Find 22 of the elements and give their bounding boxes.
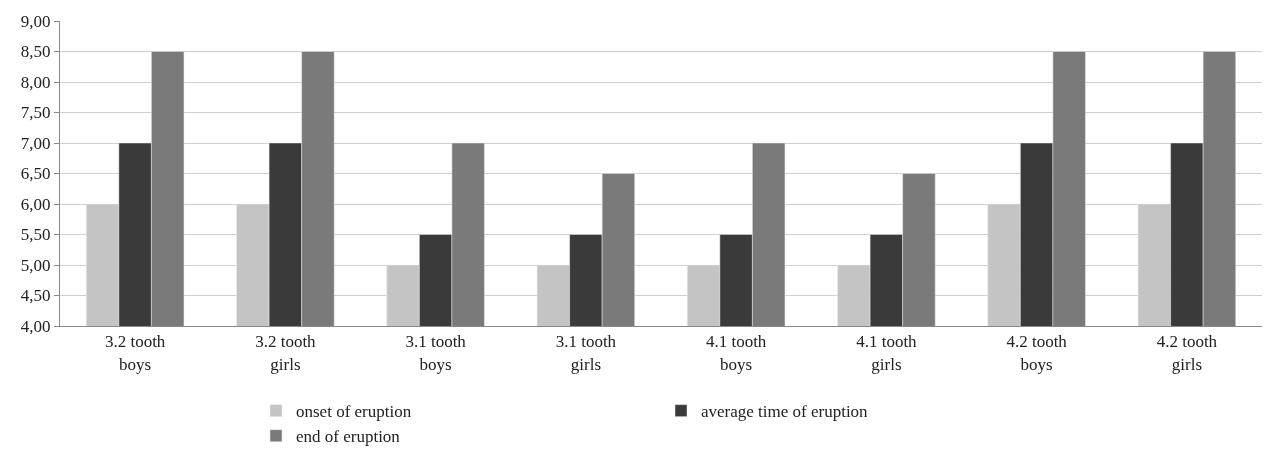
legend-label: average time of eruption: [701, 402, 869, 422]
y-tick-label: 7,00: [20, 133, 51, 153]
x-tick-label: 3.2 tooth girls: [255, 332, 317, 374]
x-tick-label: 3.1 tooth boys: [405, 332, 467, 374]
x-tick-label: 4.2 tooth girls: [1156, 332, 1218, 374]
x-tick-label: 4.1 tooth girls: [856, 332, 918, 374]
x-tick-label: 4.2 tooth boys: [1006, 332, 1068, 374]
x-tick-label: 3.2 tooth boys: [104, 332, 166, 374]
legend-label: onset of eruption: [296, 402, 412, 422]
y-tick-label: 6,00: [20, 194, 51, 214]
y-tick-label: 5,50: [20, 225, 51, 245]
y-tick-label: 6,50: [20, 164, 51, 184]
legend-label: end of eruption: [296, 427, 401, 447]
x-tick-label: 4.1 tooth boys: [705, 332, 767, 374]
y-tick-label: 8,00: [20, 72, 51, 92]
y-tick-label: 5,00: [20, 255, 51, 275]
y-tick-label: 7,50: [20, 103, 51, 123]
x-tick-label: 3.1 tooth girls: [555, 332, 617, 374]
y-tick-label: 8,50: [20, 42, 51, 62]
y-tick-label: 9,00: [20, 11, 51, 31]
y-tick-label: 4,50: [20, 286, 51, 306]
y-tick-label: 4,00: [20, 316, 51, 336]
